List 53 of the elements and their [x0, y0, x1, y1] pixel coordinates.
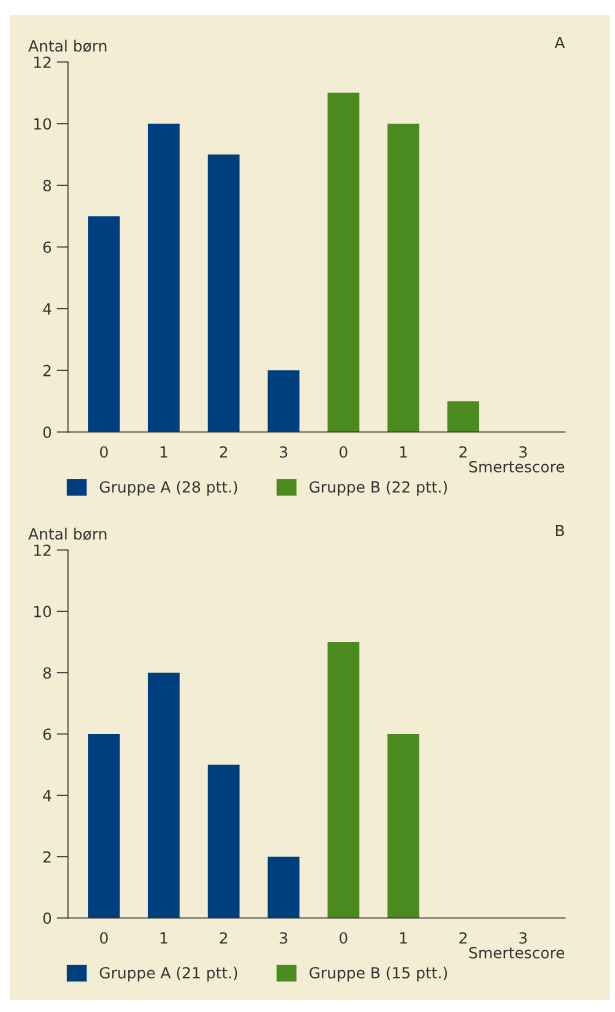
bar: [267, 370, 300, 432]
bar: [207, 764, 240, 918]
bar: [207, 154, 240, 432]
x-tick-label: 3: [519, 932, 527, 944]
bar: [147, 672, 180, 918]
chart-title: B: [556, 524, 564, 537]
y-tick-label: 6: [43, 728, 52, 741]
x-tick-label: 1: [400, 932, 407, 944]
bar: [88, 734, 120, 918]
y-tick-label: 12: [34, 56, 51, 68]
y-tick-label: 10: [34, 605, 52, 618]
legend-label: Gruppe A (21 ptt.): [99, 966, 238, 982]
x-tick-label: 2: [459, 932, 467, 944]
y-tick-label: 8: [43, 667, 51, 679]
y-axis-title: Antal børn: [28, 39, 107, 53]
x-tick-label: 0: [339, 932, 348, 944]
chart-title: A: [554, 36, 565, 49]
x-tick-label: 2: [219, 932, 228, 944]
y-tick-label: 10: [34, 118, 52, 130]
y-tick-label: 2: [43, 364, 51, 377]
bar: [387, 734, 420, 918]
x-tick-label: 2: [219, 446, 228, 458]
x-tick-label: 3: [279, 446, 288, 458]
y-tick-label: 2: [43, 851, 51, 863]
x-axis-title: Smertescore: [469, 460, 565, 473]
bar: [147, 123, 180, 432]
bar: [327, 92, 360, 432]
bar: [387, 123, 420, 432]
x-tick-label: 0: [100, 446, 108, 458]
bar: [88, 216, 120, 432]
legend-label: Gruppe A (28 ptt.): [99, 480, 238, 496]
x-tick-label: 1: [160, 446, 168, 458]
x-tick-label: 0: [100, 932, 108, 944]
bar: [327, 642, 360, 918]
legend-label: Gruppe B (15 ptt.): [309, 966, 447, 982]
x-tick-label: 2: [459, 446, 467, 458]
x-tick-label: 1: [400, 446, 407, 458]
y-tick-label: 0: [43, 426, 52, 439]
x-tick-label: 1: [160, 932, 168, 944]
bar: [267, 856, 300, 918]
y-tick-label: 12: [34, 544, 51, 556]
y-tick-label: 0: [43, 912, 52, 925]
legend-label: Gruppe B (22 ptt.): [309, 480, 447, 496]
bar: [447, 401, 480, 432]
x-tick-label: 3: [279, 932, 288, 944]
y-axis-title: Antal børn: [28, 527, 107, 541]
x-axis-title: Smertescore: [469, 946, 565, 959]
y-tick-label: 8: [43, 179, 51, 192]
y-tick-label: 4: [43, 790, 52, 802]
y-tick-label: 6: [43, 241, 52, 254]
x-tick-label: 0: [339, 446, 348, 458]
x-tick-label: 3: [519, 446, 527, 458]
y-tick-label: 4: [43, 303, 52, 315]
